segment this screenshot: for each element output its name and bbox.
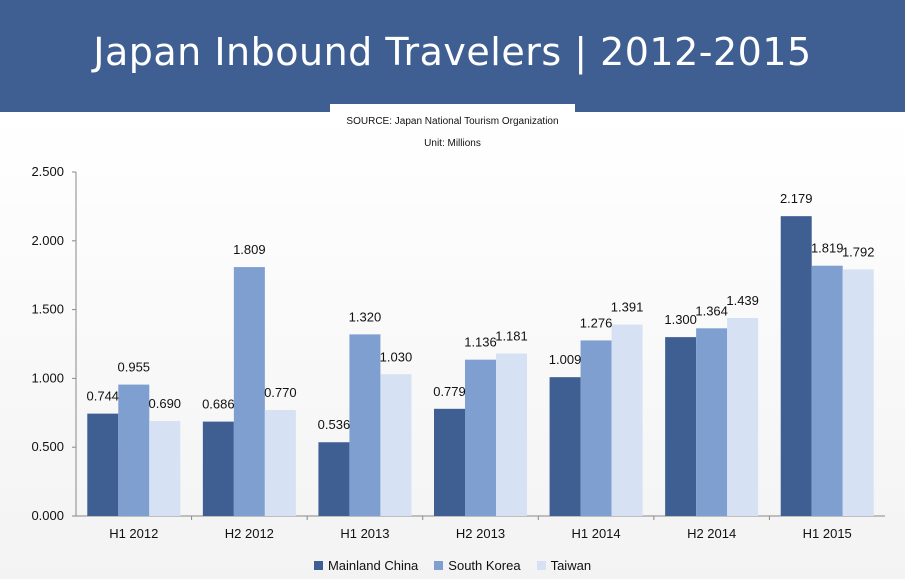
x-tick-label: H1 2015 — [803, 526, 852, 541]
bar — [727, 317, 759, 516]
data-label: 1.809 — [233, 242, 266, 257]
data-label: 1.009 — [549, 352, 582, 367]
data-label: 0.690 — [149, 396, 182, 411]
legend-swatch — [536, 561, 546, 570]
data-label: 2.179 — [780, 191, 813, 206]
bar — [665, 337, 697, 516]
bar — [434, 408, 465, 516]
bar — [118, 384, 150, 516]
legend-item: Taiwan — [536, 558, 592, 573]
legend-swatch — [313, 561, 323, 570]
bar — [202, 421, 234, 516]
data-label: 1.300 — [664, 312, 697, 327]
legend-swatch — [434, 561, 444, 570]
title-banner: Japan Inbound Travelers | 2012-2015 — [0, 0, 905, 112]
legend-label: South Korea — [448, 558, 521, 573]
source-box — [330, 104, 575, 126]
legend-label: Taiwan — [550, 558, 592, 573]
data-label: 1.364 — [695, 303, 728, 318]
bar — [233, 267, 265, 516]
x-tick-label: H1 2014 — [571, 526, 620, 541]
data-label: 1.391 — [611, 300, 644, 315]
data-label: 0.744 — [87, 389, 120, 404]
y-tick-label: 1.000 — [31, 370, 64, 385]
bar — [380, 374, 412, 516]
x-tick-label: H2 2014 — [687, 526, 736, 541]
legend: Mainland China South Korea Taiwan — [0, 558, 905, 573]
data-label: 0.955 — [118, 360, 151, 375]
x-tick-label: H2 2012 — [225, 526, 274, 541]
unit-note: Unit: Millions — [424, 138, 481, 149]
data-label: 1.792 — [842, 244, 875, 259]
y-tick-label: 2.000 — [31, 233, 64, 248]
bar — [318, 442, 350, 516]
data-label: 1.320 — [349, 309, 382, 324]
data-label: 0.536 — [318, 417, 351, 432]
x-tick-label: H1 2012 — [109, 526, 158, 541]
data-label: 1.136 — [464, 335, 497, 350]
chart-title: Japan Inbound Travelers | 2012-2015 — [93, 30, 812, 74]
bar — [87, 413, 119, 516]
bar — [264, 410, 296, 516]
x-tick-label: H2 2013 — [456, 526, 505, 541]
data-label: 1.030 — [380, 349, 413, 364]
legend-label: Mainland China — [327, 558, 419, 573]
y-tick-label: 2.500 — [31, 164, 64, 179]
bar — [611, 324, 643, 516]
bar — [149, 421, 181, 516]
bar — [465, 359, 496, 516]
y-tick-label: 0.000 — [31, 508, 64, 523]
bars — [87, 216, 874, 516]
bar — [580, 340, 612, 516]
data-label: 1.439 — [726, 293, 759, 308]
data-label: 1.819 — [811, 241, 844, 256]
data-label: 1.276 — [580, 315, 613, 330]
bar — [496, 353, 527, 516]
data-labels: 0.744 0.955 0.690 0.686 1.809 0.770 0.536 1.320… — [87, 191, 875, 432]
data-label: 0.779 — [433, 384, 466, 399]
data-label: 0.686 — [202, 397, 235, 412]
legend-item: South Korea — [434, 558, 521, 573]
y-tick-label: 0.500 — [31, 439, 64, 454]
data-label: 1.181 — [495, 328, 528, 343]
bar — [811, 265, 843, 516]
bar — [780, 216, 812, 516]
y-tick-label: 1.500 — [31, 302, 64, 317]
source-note: SOURCE: Japan National Tourism Organizat… — [346, 116, 559, 127]
x-tick-label: H1 2013 — [340, 526, 389, 541]
bar — [696, 328, 728, 516]
bar — [549, 377, 581, 516]
bar — [842, 269, 874, 516]
data-label: 0.770 — [264, 385, 297, 400]
bar — [349, 334, 381, 516]
legend-item: Mainland China — [313, 558, 419, 573]
